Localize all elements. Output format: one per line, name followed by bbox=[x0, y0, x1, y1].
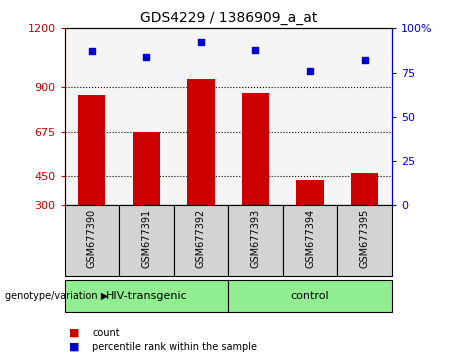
Point bbox=[197, 40, 205, 45]
Bar bbox=[174, 205, 228, 276]
Bar bbox=[78, 95, 106, 205]
Point bbox=[142, 54, 150, 59]
Bar bbox=[65, 280, 228, 312]
Text: GSM677391: GSM677391 bbox=[142, 209, 151, 268]
Text: GSM677392: GSM677392 bbox=[196, 209, 206, 268]
Bar bbox=[133, 132, 160, 205]
Text: GSM677395: GSM677395 bbox=[360, 209, 370, 268]
Text: GSM677393: GSM677393 bbox=[250, 209, 260, 268]
Text: count: count bbox=[92, 328, 120, 338]
Point bbox=[361, 57, 368, 63]
Bar bbox=[119, 205, 174, 276]
Bar bbox=[337, 205, 392, 276]
Bar bbox=[187, 79, 214, 205]
Text: percentile rank within the sample: percentile rank within the sample bbox=[92, 342, 257, 352]
Point bbox=[88, 48, 95, 54]
Point bbox=[252, 47, 259, 52]
Text: ■: ■ bbox=[69, 328, 80, 338]
Text: control: control bbox=[291, 291, 329, 301]
Point bbox=[306, 68, 313, 74]
Title: GDS4229 / 1386909_a_at: GDS4229 / 1386909_a_at bbox=[140, 11, 317, 24]
Text: genotype/variation ▶: genotype/variation ▶ bbox=[5, 291, 108, 301]
Bar bbox=[242, 93, 269, 205]
Text: GSM677394: GSM677394 bbox=[305, 209, 315, 268]
Bar bbox=[65, 205, 119, 276]
Text: ■: ■ bbox=[69, 342, 80, 352]
Bar bbox=[228, 205, 283, 276]
Text: HIV-transgenic: HIV-transgenic bbox=[106, 291, 187, 301]
Bar bbox=[351, 173, 378, 205]
Bar bbox=[296, 180, 324, 205]
Bar bbox=[283, 205, 337, 276]
Bar bbox=[228, 280, 392, 312]
Text: GSM677390: GSM677390 bbox=[87, 209, 97, 268]
